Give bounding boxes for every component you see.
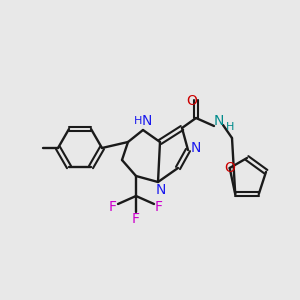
Text: O: O: [187, 94, 197, 108]
Text: F: F: [155, 200, 163, 214]
Text: O: O: [224, 161, 235, 175]
Text: N: N: [214, 114, 224, 128]
Text: N: N: [156, 183, 166, 197]
Text: N: N: [142, 114, 152, 128]
Text: H: H: [226, 122, 234, 132]
Text: F: F: [109, 200, 117, 214]
Text: N: N: [191, 141, 201, 155]
Text: F: F: [132, 212, 140, 226]
Text: H: H: [134, 116, 142, 126]
